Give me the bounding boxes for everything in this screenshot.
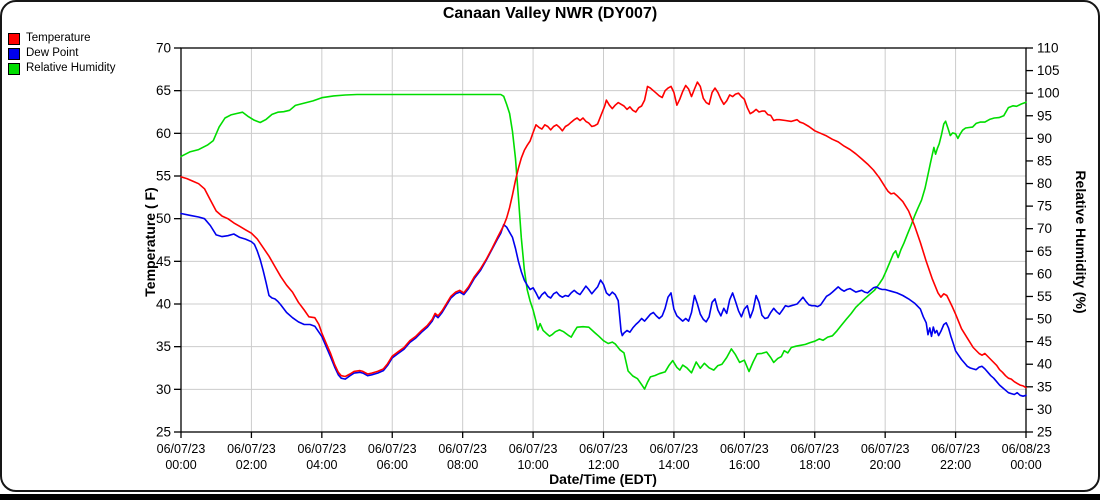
- tick-label: 04:00: [306, 458, 337, 472]
- tick-label: 80: [1037, 176, 1052, 191]
- tick-label: 16:00: [729, 458, 760, 472]
- relative-humidity-swatch-icon: [8, 62, 20, 75]
- tick-label: 06/07/23: [650, 442, 699, 456]
- legend-item-dew-point: Dew Point: [8, 46, 115, 61]
- legend-item-relative-humidity: Relative Humidity: [8, 61, 115, 76]
- right-axis-title: Relative Humidity (%): [1073, 170, 1089, 314]
- tick-label: 06/07/23: [861, 442, 910, 456]
- tick-label: 20:00: [870, 458, 901, 472]
- tick-label: 25: [1037, 425, 1052, 440]
- tick-label: 30: [1037, 402, 1052, 417]
- tick-label: 06/07/23: [509, 442, 558, 456]
- tick-label: 85: [1037, 153, 1052, 168]
- chart-title: Canaan Valley NWR (DY007): [442, 5, 658, 22]
- tick-label: 06/07/23: [790, 442, 839, 456]
- tick-label: 06/08/23: [1002, 442, 1051, 456]
- series-dew-point: [180, 212, 1027, 398]
- temperature-swatch-icon: [8, 32, 20, 45]
- left-axis-title: Temperature ( F): [142, 187, 158, 297]
- tick-label: 06/07/23: [438, 442, 487, 456]
- tick-label: 50: [156, 211, 171, 226]
- tick-label: 45: [1037, 334, 1052, 349]
- axis-tick-labels: 70 65 60 55 50 45 40 35 30 25 110 105 100 95 90 85 80 75 7…: [156, 41, 1060, 473]
- tick-label: 90: [1037, 131, 1052, 146]
- tick-label: 70: [1037, 221, 1052, 236]
- tick-label: 06/07/23: [931, 442, 980, 456]
- tick-label: 60: [156, 126, 171, 141]
- tick-label: 06/07/23: [368, 442, 417, 456]
- tick-label: 30: [156, 382, 171, 397]
- gridlines: [181, 48, 1026, 432]
- tick-label: 22:00: [940, 458, 971, 472]
- dew-point-swatch-icon: [8, 47, 20, 60]
- tick-label: 06/07/23: [579, 442, 628, 456]
- tick-label: 45: [156, 254, 171, 269]
- legend-label-relative-humidity: Relative Humidity: [26, 62, 116, 74]
- series-temperature: [180, 81, 1027, 389]
- tick-label: 00:00: [165, 458, 196, 472]
- tick-label: 08:00: [447, 458, 478, 472]
- tick-label: 12:00: [588, 458, 619, 472]
- data-series: [180, 81, 1027, 398]
- legend-label-dew-point: Dew Point: [26, 47, 79, 59]
- tick-label: 35: [156, 339, 171, 354]
- tick-label: 65: [1037, 244, 1052, 259]
- tick-label: 06/07/23: [157, 442, 206, 456]
- tick-label: 14:00: [658, 458, 689, 472]
- tick-label: 35: [1037, 379, 1052, 394]
- tick-label: 06/07/23: [227, 442, 276, 456]
- tick-label: 105: [1037, 63, 1060, 78]
- legend-item-temperature: Temperature: [8, 31, 115, 46]
- tick-label: 100: [1037, 86, 1060, 101]
- tick-label: 06/07/23: [720, 442, 769, 456]
- tick-label: 06/07/23: [297, 442, 346, 456]
- series-relative-humidity: [180, 93, 1027, 390]
- tick-label: 50: [1037, 312, 1052, 327]
- tick-label: 25: [156, 425, 171, 440]
- tick-label: 40: [1037, 357, 1052, 372]
- axes-frame: [174, 47, 1033, 438]
- tick-label: 110: [1037, 41, 1059, 56]
- tick-label: 00:00: [1010, 458, 1041, 472]
- legend: Temperature Dew Point Relative Humidity: [8, 31, 115, 76]
- tick-label: 60: [1037, 266, 1052, 281]
- tick-label: 65: [156, 83, 171, 98]
- legend-label-temperature: Temperature: [26, 32, 91, 44]
- tick-label: 95: [1037, 108, 1052, 123]
- x-axis-title: Date/Time (EDT): [549, 471, 657, 487]
- tick-label: 02:00: [236, 458, 267, 472]
- tick-label: 18:00: [799, 458, 830, 472]
- tick-label: 06:00: [377, 458, 408, 472]
- tick-label: 70: [156, 41, 171, 56]
- tick-label: 55: [156, 169, 171, 184]
- tick-label: 75: [1037, 199, 1052, 214]
- tick-label: 10:00: [517, 458, 548, 472]
- tick-label: 55: [1037, 289, 1052, 304]
- bottom-edge-bar: [0, 494, 1100, 500]
- tick-label: 40: [156, 297, 171, 312]
